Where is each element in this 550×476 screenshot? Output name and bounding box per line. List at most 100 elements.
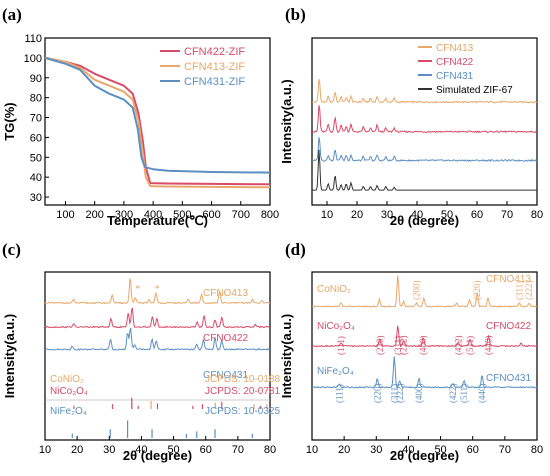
xrd-curve — [311, 79, 538, 104]
hkl-label: (422) — [448, 384, 458, 404]
x-tick-label: 700 — [232, 209, 250, 221]
hkl-label: (511) — [465, 336, 475, 355]
x-tick-label: 30 — [370, 444, 382, 456]
plot-frame — [311, 271, 538, 441]
xrd-curve — [44, 277, 271, 305]
x-axis-label: Temperature(℃) — [107, 213, 208, 228]
tg-curve-cfn422-zif — [44, 56, 271, 186]
x-tick-label: 10 — [321, 209, 333, 221]
y-tick-label: 100 — [24, 53, 42, 65]
xrd-curve — [312, 149, 537, 191]
legend-entry: CFN422 — [436, 57, 474, 68]
x-tick-label: 40 — [402, 444, 414, 456]
x-tick-label: 20 — [351, 209, 363, 221]
xrd-curve — [44, 327, 271, 351]
sample-label: CFNO431 — [486, 373, 531, 384]
y-axis-label: Intensity(a.u.) — [279, 79, 294, 164]
y-tick-label: 60 — [30, 132, 42, 144]
hkl-label: (440) — [477, 384, 487, 404]
hkl-label: (222) — [399, 336, 409, 356]
xrd-curve — [44, 307, 271, 329]
y-tick-label: 90 — [30, 73, 42, 85]
hkl-label: (222) — [524, 281, 534, 301]
x-tick-label: 50 — [434, 444, 446, 456]
xrd-curve — [311, 275, 538, 308]
hkl-label: (511) — [459, 384, 469, 403]
tg-curve-cfn431-zif — [44, 56, 271, 174]
x-tick-label: 20 — [338, 444, 350, 456]
x-tick-label: 20 — [71, 444, 83, 456]
panel-d: (d) 10 20 30 40 50 60 70 80 2θ (degree) Intensity(… — [279, 240, 543, 463]
phase-label: NiFe₂O₄ — [317, 366, 354, 377]
panel-label: (c) — [2, 240, 21, 259]
hkl-label: (220) — [375, 336, 385, 356]
legend-entry: CFN431-ZIF — [184, 76, 245, 88]
legend-entry: CFN422-ZIF — [184, 46, 245, 58]
phase-label: NiCo₂O₄ — [317, 321, 355, 332]
x-tick-label: 500 — [173, 209, 191, 221]
hkl-label: (311) — [393, 336, 403, 355]
hkl-label: (220) — [372, 384, 382, 404]
reference-jcpds: JCPDS: 20-0781 — [205, 386, 280, 397]
y-tick-label: 30 — [30, 192, 42, 204]
x-tick-label: 800 — [261, 209, 279, 221]
xrd-curve — [311, 356, 538, 389]
phase-label: CoNiO₂ — [317, 284, 351, 295]
x-tick-label: 80 — [531, 444, 543, 456]
x-tick-label: 60 — [467, 444, 479, 456]
x-tick-label: 50 — [441, 209, 453, 221]
x-tick-label: 300 — [115, 209, 133, 221]
xrd-curve — [311, 137, 538, 163]
x-tick-label: 600 — [202, 209, 220, 221]
hkl-label: (311) — [389, 384, 399, 403]
x-axis-label: 2θ (degree) — [123, 448, 192, 463]
xrd-curve — [311, 325, 538, 348]
reference-jcpds: JCPDS: 10-0325 — [205, 406, 280, 417]
x-tick-label: 30 — [381, 209, 393, 221]
y-tick-label: 70 — [30, 113, 42, 125]
x-tick-label: 60 — [200, 444, 212, 456]
x-tick-label: 100 — [56, 209, 74, 221]
sample-label: CFNO413 — [486, 274, 531, 285]
sample-label: CFNO422 — [486, 321, 531, 332]
x-axis-label: 2θ (degree) — [390, 448, 459, 463]
y-tick-label: 40 — [30, 172, 42, 184]
x-tick-label: 10 — [39, 444, 51, 456]
x-tick-label: 70 — [499, 444, 511, 456]
x-tick-label: 60 — [471, 209, 483, 221]
hkl-label: (400) — [414, 384, 424, 404]
plot-frame — [44, 271, 271, 441]
hkl-label: (422) — [453, 336, 463, 356]
plot-frame — [44, 37, 271, 206]
y-tick-label: 80 — [30, 93, 42, 105]
peak-marker: * — [135, 284, 140, 295]
reference-phase: CoNiO₂ — [50, 374, 84, 385]
hkl-label: (200) — [411, 281, 421, 301]
hkl-label: (111) — [336, 336, 346, 355]
x-tick-label: 50 — [167, 444, 179, 456]
x-axis-label: 2θ (degree) — [390, 213, 459, 228]
hkl-label: (400) — [418, 336, 428, 356]
panel-label: (a) — [2, 5, 22, 24]
sample-label: CFNO413 — [203, 288, 248, 299]
reference-phase: NiFe₂O₄ — [50, 406, 87, 417]
hkl-label: (220) — [472, 281, 482, 301]
legend-entry: CFN413 — [436, 43, 474, 54]
x-tick-label: 40 — [411, 209, 423, 221]
legend-entry: CFN413-ZIF — [184, 61, 245, 73]
sample-label: CFNO422 — [203, 333, 248, 344]
legend-entry: CFN431 — [436, 71, 474, 82]
hkl-label: (311) — [514, 281, 524, 300]
y-axis-label: TG(%) — [2, 102, 17, 140]
x-tick-label: 10 — [306, 444, 318, 456]
x-tick-label: 80 — [531, 209, 543, 221]
x-tick-label: 80 — [264, 444, 276, 456]
xrd-curve — [311, 105, 538, 134]
panel-c: (c) 10 20 30 40 50 60 70 80 2θ (degree) Intensity(… — [2, 240, 280, 463]
reference-jcpds: JCPDS: 10-0188 — [205, 374, 280, 385]
panel-label: (d) — [285, 240, 306, 259]
x-tick-label: 30 — [103, 444, 115, 456]
tg-curve-cfn413-zif — [44, 56, 271, 189]
peak-marker: * — [155, 284, 160, 295]
